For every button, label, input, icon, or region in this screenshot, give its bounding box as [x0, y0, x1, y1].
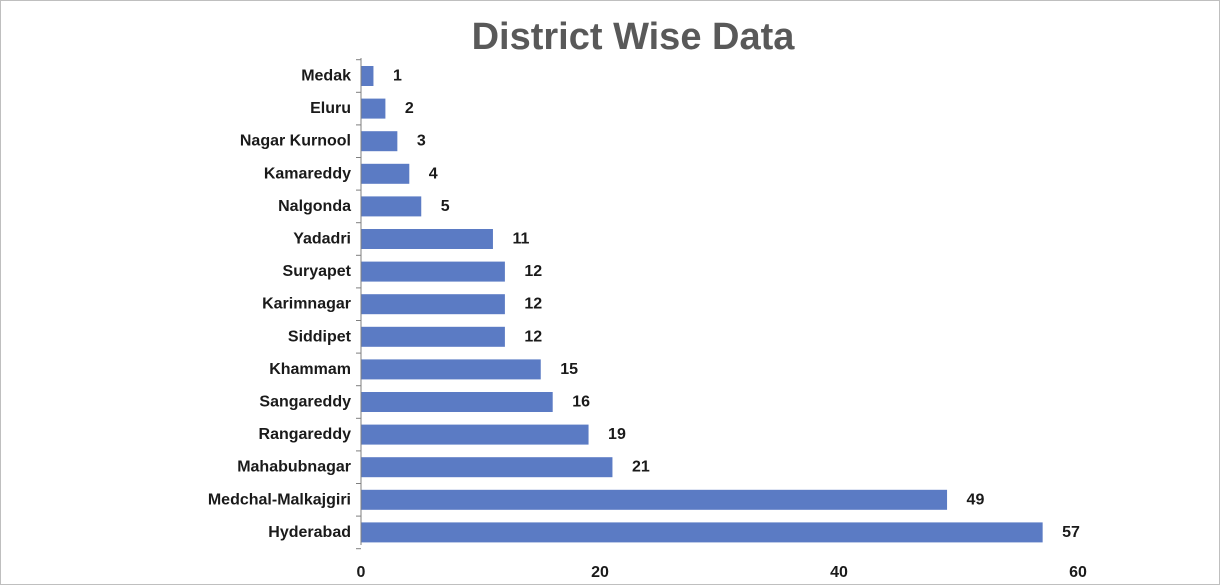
bar-suryapet: [361, 261, 505, 282]
category-label: Nagar Kurnool: [240, 133, 351, 150]
bar-nagar-kurnool: [361, 131, 398, 152]
bars-layer: [361, 66, 1043, 543]
bar-eluru: [361, 98, 386, 119]
x-tick-label: 60: [1069, 564, 1087, 581]
x-tick-label: 20: [591, 564, 609, 581]
data-label: 15: [560, 361, 578, 378]
data-label: 2: [405, 100, 414, 117]
category-label: Sangareddy: [259, 394, 351, 411]
labels-layer: Medak 1 Eluru 2 Nagar Kurnool 3 Kamareddy 4 Nalg…: [208, 68, 1087, 582]
category-label: Yadadri: [293, 231, 351, 248]
data-label: 12: [524, 263, 542, 280]
chart-title: District Wise Data: [471, 16, 795, 58]
data-label: 57: [1062, 524, 1080, 541]
bar-khammam: [361, 359, 541, 380]
category-label: Medak: [301, 68, 351, 85]
category-label: Nalgonda: [278, 198, 351, 215]
bar-yadadri: [361, 229, 493, 249]
data-label: 1: [393, 68, 402, 85]
axis-layer: [356, 58, 362, 550]
bar-mahabubnagar: [361, 457, 613, 478]
data-label: 5: [441, 198, 450, 215]
data-label: 49: [967, 491, 985, 508]
data-label: 4: [429, 165, 438, 182]
category-label: Kamareddy: [264, 165, 351, 182]
category-label: Suryapet: [283, 263, 352, 280]
x-tick-label: 40: [830, 564, 848, 581]
category-label: Medchal-Malkajgiri: [208, 491, 351, 508]
data-label: 21: [632, 459, 650, 476]
bar-sangareddy: [361, 392, 553, 412]
category-label: Rangareddy: [259, 426, 352, 443]
bar-hyderabad: [361, 522, 1043, 543]
data-label: 19: [608, 426, 626, 443]
category-label: Siddipet: [288, 328, 352, 345]
data-label: 3: [417, 133, 426, 150]
bar-siddipet: [361, 326, 505, 347]
x-tick-label: 0: [357, 564, 366, 581]
bar-medak: [361, 66, 374, 86]
bar-nalgonda: [361, 196, 422, 217]
category-label: Hyderabad: [268, 524, 351, 541]
data-label: 16: [572, 394, 590, 411]
category-label: Karimnagar: [262, 296, 351, 313]
bar-kamareddy: [361, 163, 410, 184]
category-label: Mahabubnagar: [237, 459, 351, 476]
data-label: 12: [524, 296, 542, 313]
data-label: 12: [524, 328, 542, 345]
bar-rangareddy: [361, 424, 589, 445]
data-label: 11: [512, 231, 529, 248]
bar-karimnagar: [361, 294, 505, 315]
bar-medchal-malkajgiri: [361, 489, 948, 510]
category-label: Khammam: [269, 361, 351, 378]
category-label: Eluru: [310, 100, 351, 117]
